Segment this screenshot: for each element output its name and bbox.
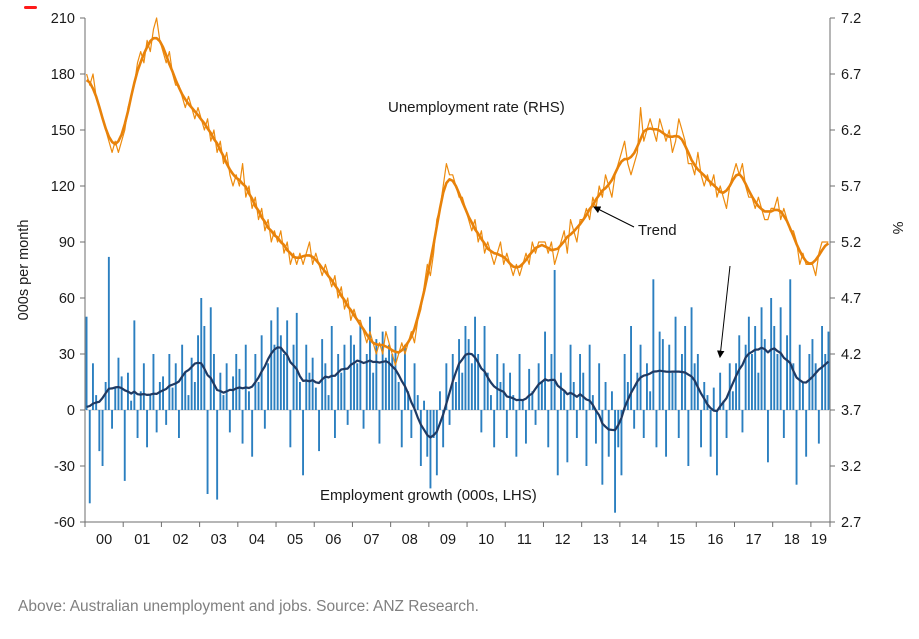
svg-text:15: 15 [669, 532, 685, 548]
chart-caption: Above: Australian unemployment and jobs.… [18, 598, 479, 615]
svg-text:2.7: 2.7 [841, 515, 861, 531]
svg-text:Trend: Trend [638, 222, 677, 239]
svg-text:180: 180 [51, 67, 75, 83]
svg-text:09: 09 [440, 532, 456, 548]
svg-text:6.7: 6.7 [841, 67, 861, 83]
svg-text:13: 13 [593, 532, 609, 548]
svg-text:Unemployment rate (RHS): Unemployment rate (RHS) [388, 99, 565, 116]
lines-layer [85, 17, 830, 439]
svg-text:16: 16 [707, 532, 723, 548]
svg-text:120: 120 [51, 179, 75, 195]
svg-text:3.2: 3.2 [841, 459, 861, 475]
bars-layer [85, 256, 830, 513]
chart-svg: 2101801501209060300-30-607.26.76.25.75.2… [16, 11, 905, 548]
svg-text:10: 10 [478, 532, 494, 548]
svg-text:01: 01 [134, 532, 150, 548]
svg-text:14: 14 [631, 532, 647, 548]
svg-text:90: 90 [59, 235, 75, 251]
svg-text:05: 05 [287, 532, 303, 548]
svg-text:18: 18 [784, 532, 800, 548]
svg-text:12: 12 [554, 532, 570, 548]
axes-layer: 2101801501209060300-30-607.26.76.25.75.2… [16, 11, 905, 548]
svg-text:00: 00 [96, 532, 112, 548]
svg-text:11: 11 [517, 532, 532, 548]
annotations-layer: Unemployment rate (RHS) Employment growth… [320, 99, 731, 504]
svg-text:Employment growth (000s, LHS): Employment growth (000s, LHS) [320, 487, 537, 504]
svg-text:08: 08 [402, 532, 418, 548]
svg-text:0: 0 [67, 403, 75, 419]
red-mark [24, 6, 37, 9]
svg-text:19: 19 [811, 532, 827, 548]
svg-text:000s per month: 000s per month [16, 220, 32, 321]
svg-text:210: 210 [51, 11, 75, 27]
svg-text:4.7: 4.7 [841, 291, 861, 307]
svg-text:6.2: 6.2 [841, 123, 861, 139]
svg-text:7.2: 7.2 [841, 11, 861, 27]
svg-text:17: 17 [746, 532, 762, 548]
svg-text:-30: -30 [54, 459, 75, 475]
svg-text:5.7: 5.7 [841, 179, 861, 195]
svg-text:60: 60 [59, 291, 75, 307]
svg-text:%: % [889, 222, 905, 235]
svg-text:150: 150 [51, 123, 75, 139]
svg-text:3.7: 3.7 [841, 403, 861, 419]
svg-text:4.2: 4.2 [841, 347, 861, 363]
svg-text:02: 02 [172, 532, 188, 548]
svg-text:06: 06 [325, 532, 341, 548]
svg-text:5.2: 5.2 [841, 235, 861, 251]
svg-text:30: 30 [59, 347, 75, 363]
svg-text:07: 07 [363, 532, 379, 548]
svg-text:03: 03 [211, 532, 227, 548]
svg-text:-60: -60 [54, 515, 75, 531]
svg-text:04: 04 [249, 532, 265, 548]
